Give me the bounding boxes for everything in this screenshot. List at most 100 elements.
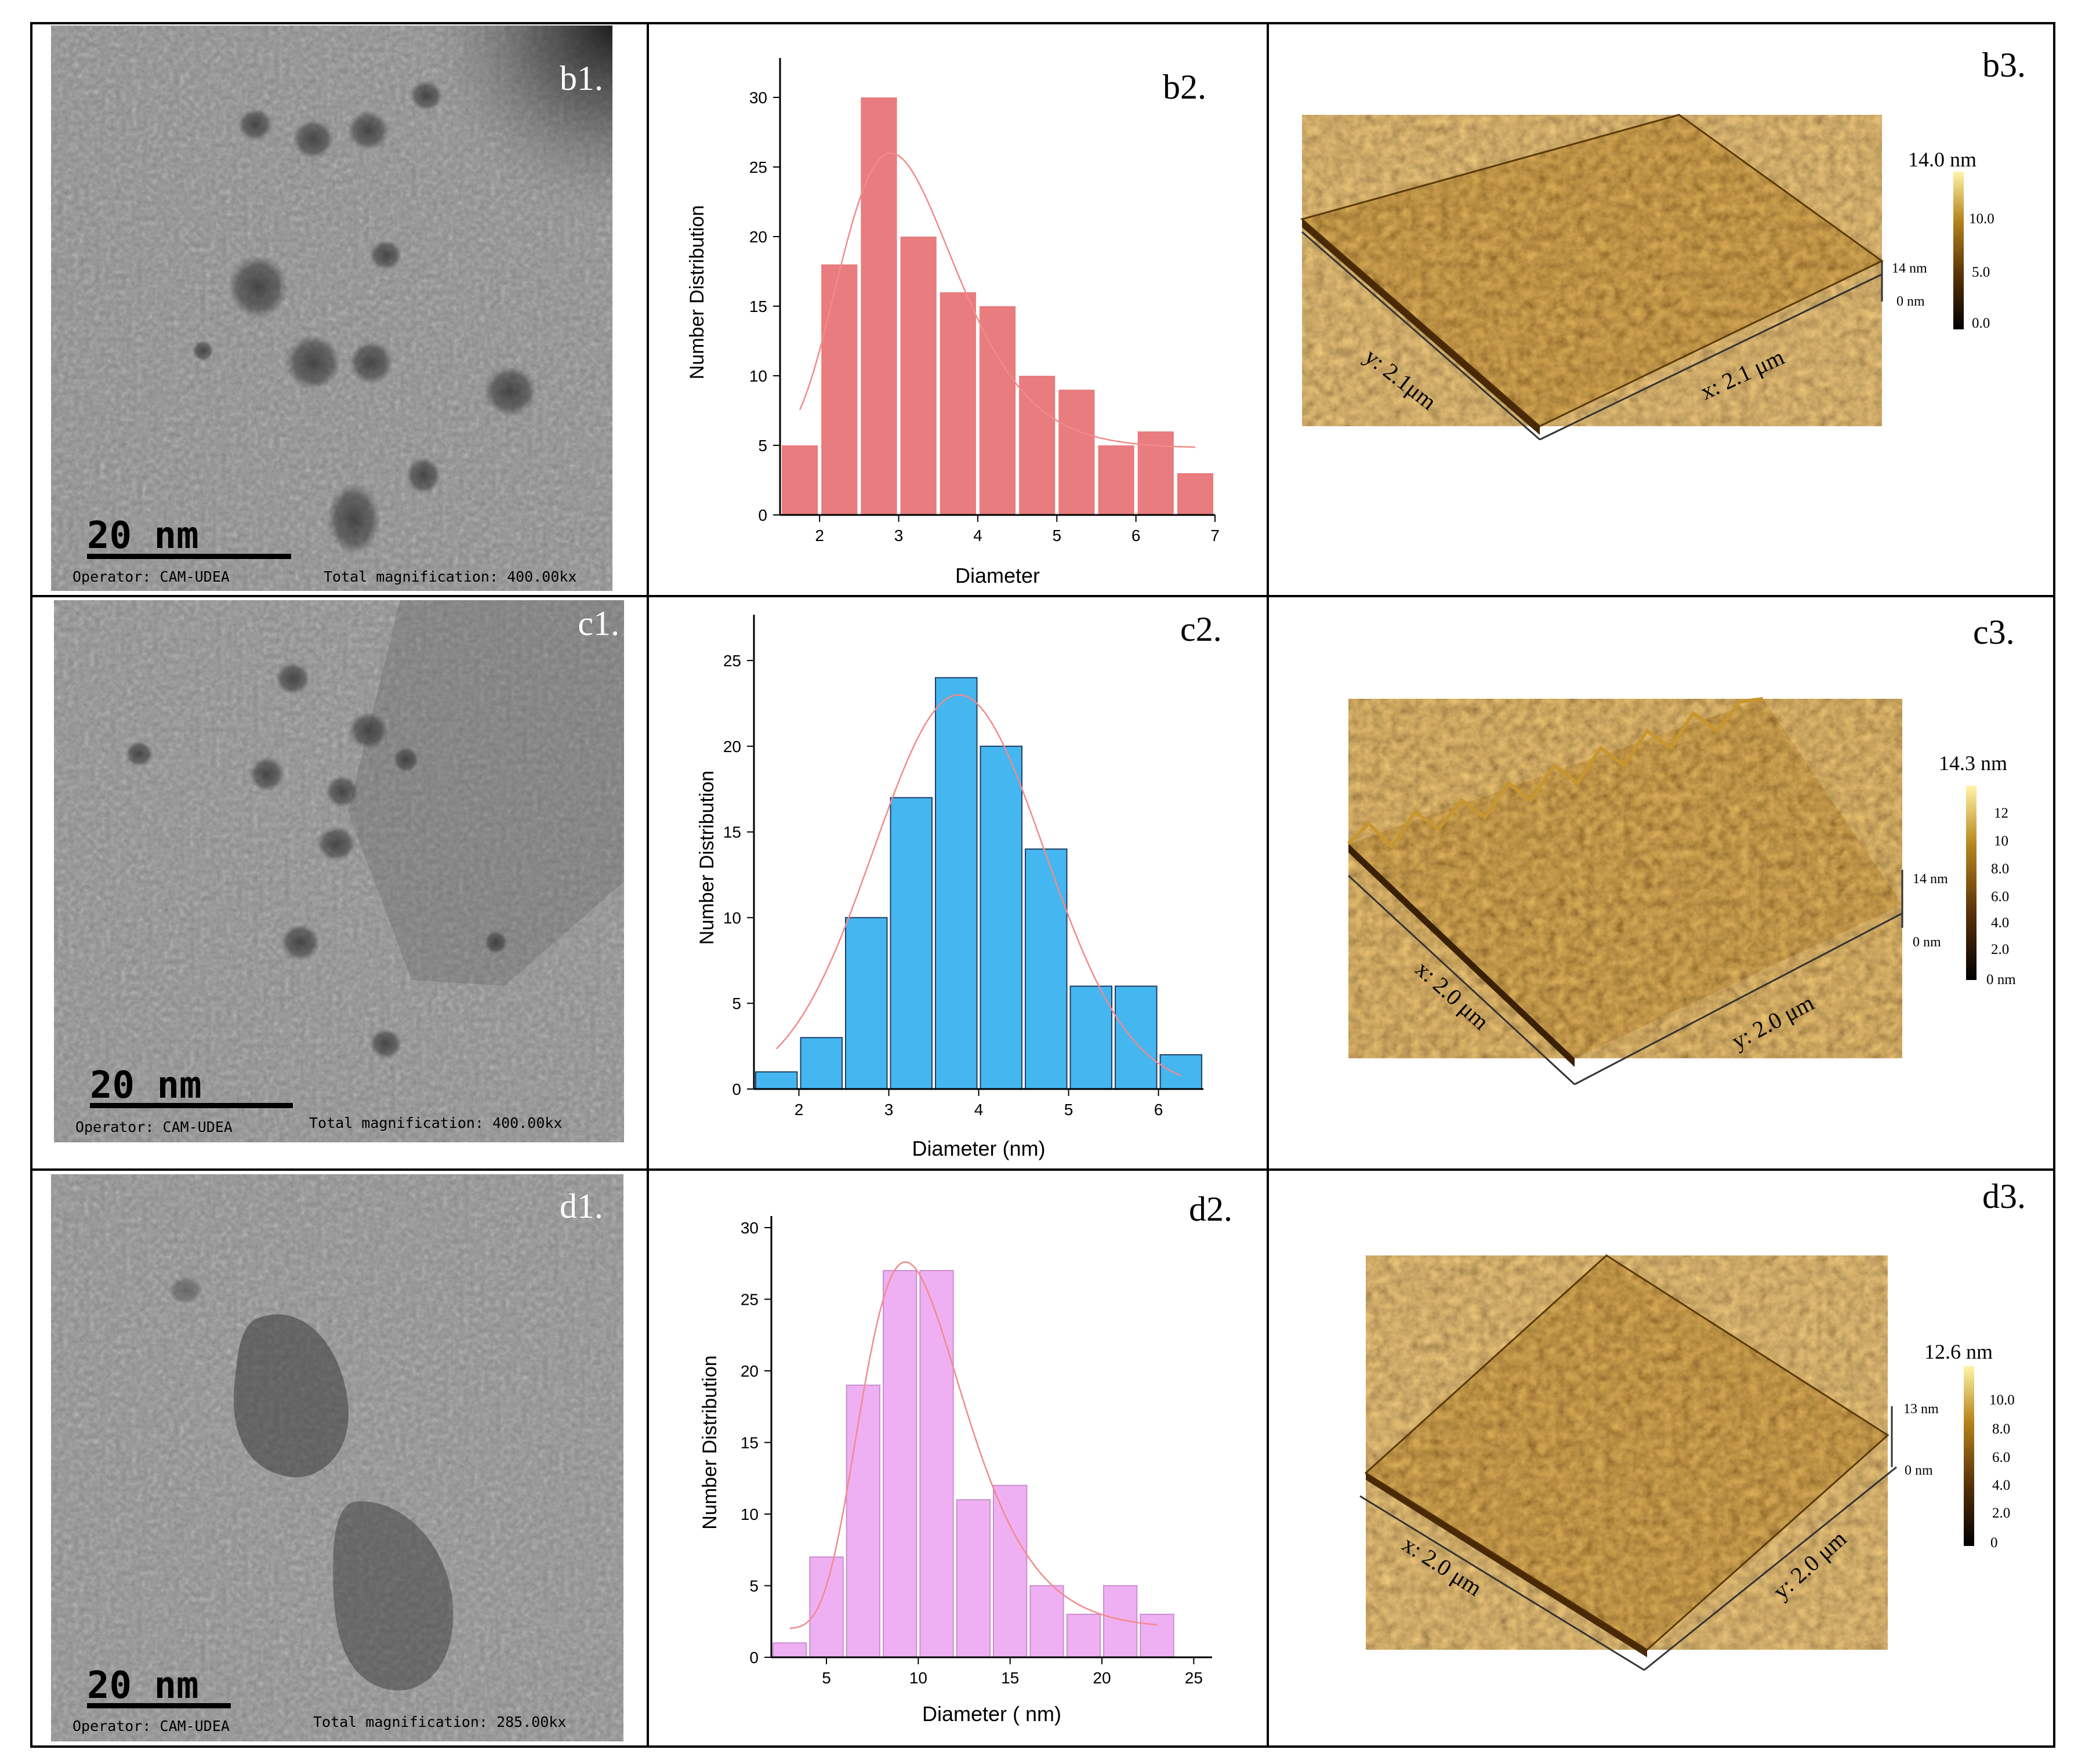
- x-tick-label-c2-2: 4: [974, 1101, 984, 1119]
- nanoparticles-b1: [193, 81, 537, 555]
- operator-d1: Operator: CAM-UDEA: [72, 1718, 230, 1734]
- bar-c2-0: [755, 1071, 798, 1090]
- z-top-c3: 14 nm: [1913, 872, 1948, 887]
- y-tick-label-b2-5: 25: [749, 158, 767, 176]
- y-tick-label-c2-2: 10: [723, 909, 741, 927]
- afm-axes-d3: [1359, 1406, 1897, 1671]
- x-tick-label-c2-1: 3: [884, 1101, 894, 1119]
- axis-label-b-c3: y: 2.0 μm: [1727, 989, 1818, 1054]
- x-axis-label-b2: Diameter: [955, 564, 1040, 587]
- scale-bar-label-d1: 20 nm: [87, 1664, 199, 1707]
- afm-panel-b3: b3. 14 nm 0 nm y: 2.1μm x: 2.1 μm 14.0 n…: [1300, 46, 2026, 441]
- bar-d2-5: [956, 1499, 991, 1658]
- colorbar-tick-c3-3: 6.0: [1991, 889, 2009, 905]
- colorbar-tick-b3-0: 10.0: [1969, 211, 1994, 227]
- bar-b2-5: [979, 306, 1016, 515]
- y-tick-label-b2-2: 10: [749, 367, 767, 385]
- operator-b1: Operator: CAM-UDEA: [72, 568, 230, 585]
- bar-b2-4: [940, 292, 976, 515]
- x-tick-label-d2-3: 20: [1093, 1669, 1111, 1687]
- y-tick-label-c2-0: 0: [732, 1080, 741, 1098]
- tem-panel-d1: d1. 20 nm Operator: CAM-UDEA Total magni…: [51, 1174, 623, 1741]
- afm-ridge-c3: [1347, 697, 1764, 850]
- panel-label-d3: d3.: [1982, 1177, 2026, 1215]
- bar-d2-1: [809, 1556, 844, 1658]
- x-tick-label-c2-4: 6: [1154, 1101, 1163, 1119]
- bar-c2-8: [1115, 985, 1158, 1090]
- x-tick-label-b2-5: 7: [1210, 527, 1220, 545]
- grid-frame: [30, 22, 2055, 1748]
- x-tick-label-b2-3: 5: [1052, 527, 1061, 545]
- y-tick-label-c2-4: 20: [723, 738, 741, 756]
- z-bottom-d3: 0 nm: [1905, 1463, 1933, 1478]
- bar-d2-4: [919, 1270, 954, 1658]
- x-axis-label-d2: Diameter ( nm): [922, 1702, 1061, 1726]
- y-tick-label-b2-4: 20: [749, 228, 767, 246]
- bar-b2-3: [900, 237, 937, 515]
- histogram-c2: 2 3 4 5 6 0 5 10 15 20 25 Diameter (nm) Number Distr…: [696, 610, 1222, 1160]
- y-tick-label-d2-4: 20: [741, 1362, 759, 1380]
- panel-label-b2: b2.: [1163, 68, 1206, 106]
- panel-label-b1: b1.: [560, 59, 603, 97]
- x-tick-label-b2-0: 2: [815, 527, 824, 545]
- y-tick-label-c2-1: 5: [732, 994, 741, 1012]
- magnification-d1: Total magnification: 285.00kx: [313, 1714, 567, 1730]
- tem-panel-c1: c1. 20 nm Operator: CAM-UDEA Total magni…: [54, 600, 624, 1142]
- bar-b2-10: [1177, 473, 1213, 515]
- colorbar-max-d3: 12.6 nm: [1924, 1340, 1993, 1363]
- bar-c2-1: [800, 1037, 843, 1090]
- afm-panel-c3: c3. 14 nm 0 nm x: 2.0 μm y: 2.0 μm 14.3 …: [1347, 613, 2016, 1086]
- x-tick-label-d2-4: 25: [1185, 1669, 1203, 1687]
- y-axis-label-b2: Number Distribution: [686, 205, 708, 379]
- bar-d2-0: [773, 1642, 807, 1658]
- nanoparticles-d1: [168, 1276, 454, 1691]
- z-top-b3: 14 nm: [1892, 261, 1927, 276]
- bar-c2-5: [980, 745, 1022, 1090]
- colorbar-tick-c3-5: 2.0: [1991, 942, 2009, 957]
- colorbar-tick-d3-5: 0: [1990, 1535, 1998, 1551]
- bar-b2-2: [861, 97, 897, 515]
- bar-d2-10: [1140, 1613, 1174, 1658]
- bar-d2-8: [1066, 1613, 1101, 1658]
- colorbar-max-b3: 14.0 nm: [1908, 148, 1977, 171]
- colorbar-b3: [1953, 172, 1964, 329]
- scale-bar-c1: [90, 1103, 293, 1108]
- colorbar-tick-d3-0: 10.0: [1989, 1392, 2015, 1408]
- colorbar-tick-d3-4: 2.0: [1992, 1505, 2010, 1521]
- panel-label-c2: c2.: [1180, 610, 1222, 648]
- tem-panel-b1: b1. 20 nm Operator: CAM-UDEA Total magni…: [51, 26, 612, 591]
- fit-curve-c2: [775, 694, 1181, 1077]
- fit-curve-d2: [789, 1261, 1158, 1629]
- y-tick-label-d2-6: 30: [741, 1219, 759, 1237]
- y-tick-label-d2-5: 25: [741, 1291, 759, 1309]
- colorbar-c3: [1966, 786, 1977, 980]
- bar-c2-9: [1159, 1054, 1202, 1090]
- x-tick-label-d2-0: 5: [822, 1669, 831, 1687]
- operator-c1: Operator: CAM-UDEA: [75, 1119, 233, 1135]
- x-tick-label-c2-0: 2: [795, 1101, 804, 1119]
- colorbar-tick-b3-1: 5.0: [1972, 264, 1990, 280]
- y-tick-label-b2-6: 30: [749, 89, 767, 107]
- y-tick-label-d2-2: 10: [741, 1505, 759, 1523]
- bar-b2-7: [1058, 390, 1095, 515]
- y-tick-label-d2-3: 15: [741, 1434, 759, 1452]
- x-axis-label-c2: Diameter (nm): [912, 1137, 1045, 1160]
- afm-side-d3: [1366, 1473, 1647, 1657]
- colorbar-tick-d3-2: 6.0: [1992, 1450, 2010, 1465]
- y-tick-label-c2-5: 25: [723, 652, 741, 670]
- afm-panel-d3: d3. 13 nm 0 nm x: 2.0 μm y: 2.0 μm 12.6 …: [1359, 1177, 2026, 1671]
- y-tick-label-d2-1: 5: [749, 1577, 759, 1595]
- x-tick-label-b2-4: 6: [1132, 527, 1141, 545]
- afm-axes-b3: [1301, 231, 1883, 441]
- bar-d2-2: [846, 1384, 880, 1658]
- bar-d2-7: [1029, 1585, 1064, 1658]
- bar-d2-3: [883, 1270, 917, 1658]
- panel-label-b3: b3.: [1982, 46, 2026, 84]
- colorbar-tick-d3-3: 4.0: [1992, 1478, 2010, 1493]
- y-tick-label-d2-0: 0: [749, 1649, 759, 1667]
- scale-bar-label-b1: 20 nm: [87, 514, 199, 557]
- magnification-b1: Total magnification: 400.00kx: [324, 568, 577, 585]
- y-tick-label-b2-1: 5: [758, 437, 767, 455]
- x-tick-label-c2-3: 5: [1064, 1101, 1074, 1119]
- nanoparticles-c1: [125, 662, 507, 1059]
